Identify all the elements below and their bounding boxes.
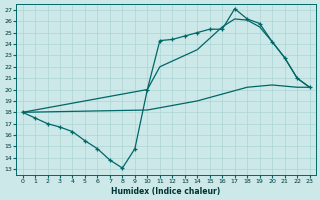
X-axis label: Humidex (Indice chaleur): Humidex (Indice chaleur): [111, 187, 221, 196]
